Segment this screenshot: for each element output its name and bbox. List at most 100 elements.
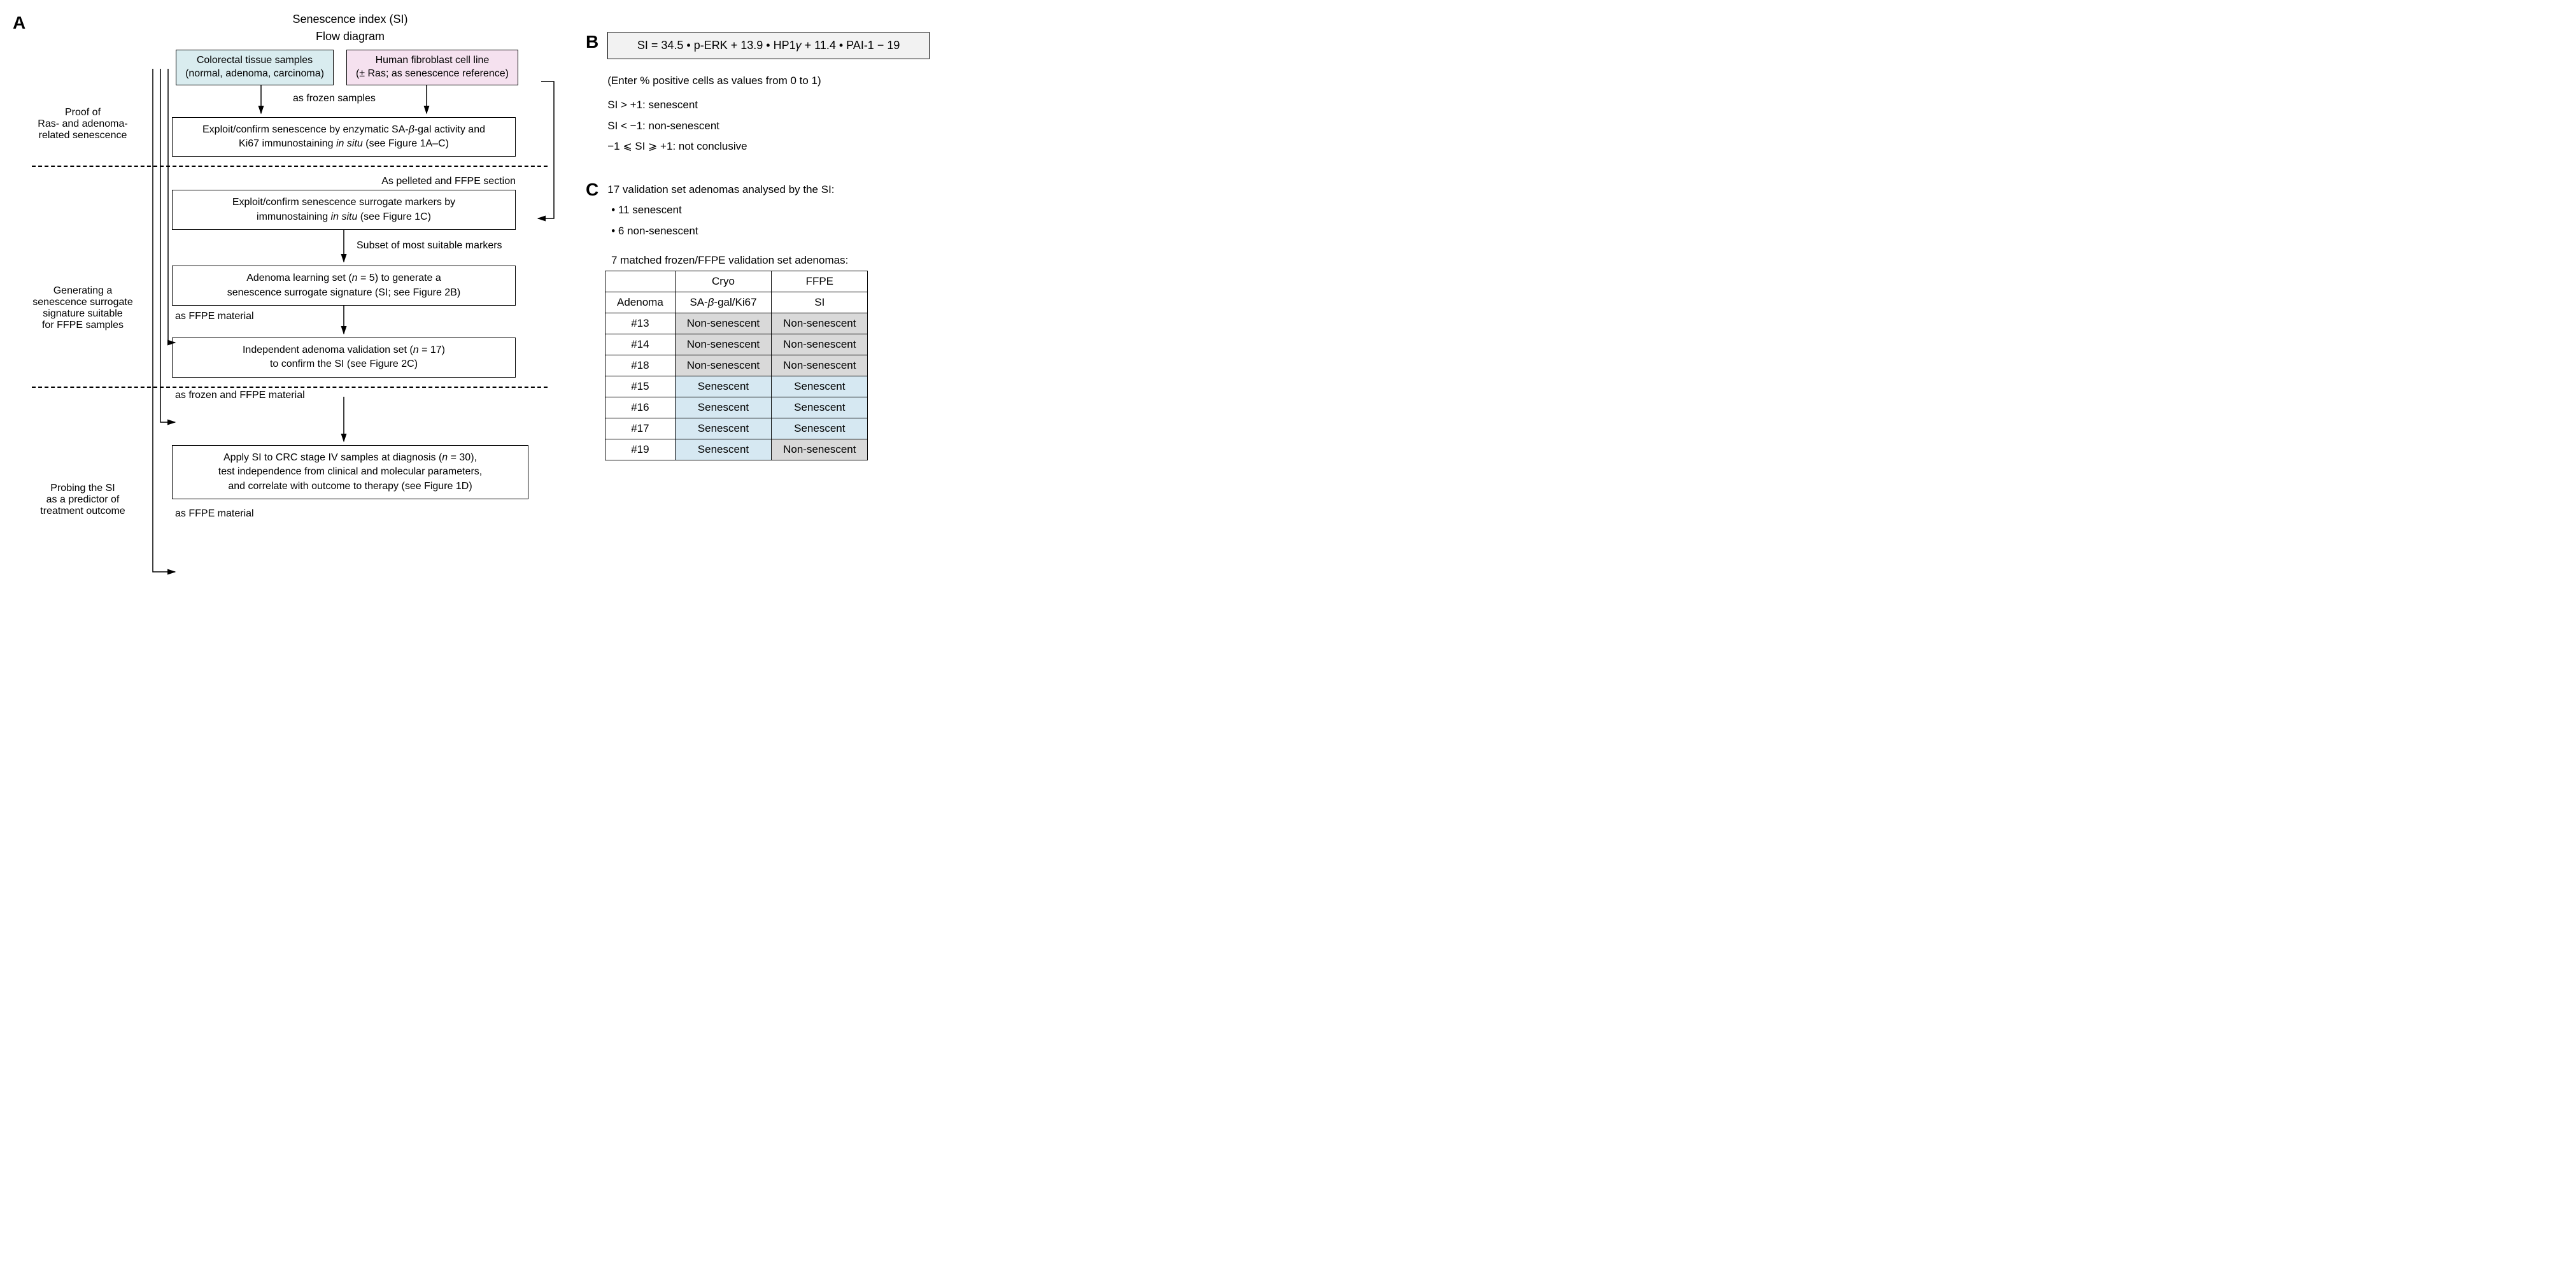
table-row: #17SenescentSenescent [605, 418, 868, 439]
enter-note: (Enter % positive cells as values from 0… [607, 71, 930, 91]
step4-box: Independent adenoma validation set (n = … [172, 338, 516, 378]
step3-l2: senescence surrogate signature (SI; see … [183, 286, 505, 300]
step1-line1: Exploit/confirm senescence by enzymatic … [183, 123, 505, 137]
cell-adenoma-id: #19 [605, 439, 676, 460]
table-row: #13Non-senescentNon-senescent [605, 313, 868, 334]
flow-diagram-title: Flow diagram [153, 30, 548, 43]
cell-ffpe: Non-senescent [772, 334, 868, 355]
panel-b-label: B [586, 32, 598, 52]
side2-l1: Generating a [25, 285, 140, 297]
si-title: Senescence index (SI) [153, 13, 548, 26]
fibroblast-l2: (± Ras; as senescence reference) [356, 68, 509, 81]
side2-l4: for FFPE samples [25, 320, 140, 331]
th-cryo: Cryo [675, 271, 771, 292]
as-pelleted-label: As pelleted and FFPE section [172, 176, 516, 187]
cell-ffpe: Non-senescent [772, 313, 868, 334]
table-row: #15SenescentSenescent [605, 376, 868, 397]
cell-cryo: Senescent [675, 418, 771, 439]
si-formula: SI = 34.5 • p-ERK + 13.9 • HP1γ + 11.4 •… [607, 32, 930, 59]
side-label-probing: Probing the SI as a predictor of treatme… [25, 483, 140, 517]
step5-l1: Apply SI to CRC stage IV samples at diag… [183, 451, 518, 465]
figure-container: A Senescence index (SI) Flow diagram [13, 13, 2563, 499]
step5-box: Apply SI to CRC stage IV samples at diag… [172, 445, 528, 499]
validation-table: Cryo FFPE Adenoma SA-β-gal/Ki67 SI #13No… [605, 271, 868, 460]
panel-a-title: Senescence index (SI) Flow diagram [153, 13, 548, 43]
c-l2: • 11 senescent [611, 200, 834, 220]
cell-ffpe: Non-senescent [772, 355, 868, 376]
as-ffpe2-label: as FFPE material [175, 508, 254, 520]
side3-l1: Probing the SI [25, 483, 140, 494]
cell-adenoma-id: #15 [605, 376, 676, 397]
subset-label: Subset of most suitable markers [357, 240, 502, 252]
panel-a-label: A [13, 13, 25, 33]
rule-senescent: SI > +1: senescent [607, 95, 930, 115]
step4-l2: to confirm the SI (see Figure 2C) [183, 357, 505, 371]
right-route [535, 69, 560, 228]
side2-l2: senescence surrogate [25, 297, 140, 308]
cell-adenoma-id: #17 [605, 418, 676, 439]
cell-cryo: Senescent [675, 376, 771, 397]
cell-ffpe: Senescent [772, 418, 868, 439]
c-l1: 17 validation set adenomas analysed by t… [607, 180, 834, 200]
cell-adenoma-id: #18 [605, 355, 676, 376]
cell-cryo: Senescent [675, 397, 771, 418]
cell-adenoma-id: #13 [605, 313, 676, 334]
colorectal-box: Colorectal tissue samples (normal, adeno… [176, 50, 334, 85]
step2-box: Exploit/confirm senescence surrogate mar… [172, 190, 516, 230]
cell-cryo: Non-senescent [675, 355, 771, 376]
step3-box: Adenoma learning set (n = 5) to generate… [172, 266, 516, 306]
arrow-subset: Subset of most suitable markers [172, 230, 516, 266]
step2-l1: Exploit/confirm senescence surrogate mar… [183, 196, 505, 210]
panel-bc: B SI = 34.5 • p-ERK + 13.9 • HP1γ + 11.4… [586, 13, 930, 460]
validation-table-title: 7 matched frozen/FFPE validation set ade… [611, 254, 930, 267]
rule-inconclusive: −1 ⩽ SI ⩾ +1: not conclusive [607, 136, 930, 157]
side1-l2: Ras- and adenoma- [25, 118, 140, 130]
source-boxes: Colorectal tissue samples (normal, adeno… [146, 50, 548, 85]
panel-b-text: (Enter % positive cells as values from 0… [607, 71, 930, 157]
table-row: #14Non-senescentNon-senescent [605, 334, 868, 355]
th-ffpe: FFPE [772, 271, 868, 292]
fibroblast-box: Human fibroblast cell line (± Ras; as se… [346, 50, 518, 85]
th-sabgal: SA-β-gal/Ki67 [675, 292, 771, 313]
cell-cryo: Senescent [675, 439, 771, 460]
th-empty [605, 271, 676, 292]
side-label-generating: Generating a senescence surrogate signat… [25, 285, 140, 331]
table-subheader-row: Adenoma SA-β-gal/Ki67 SI [605, 292, 868, 313]
side-label-proof: Proof of Ras- and adenoma- related senes… [25, 107, 140, 141]
panel-a: A Senescence index (SI) Flow diagram [13, 13, 548, 499]
arrow-3-4 [172, 306, 516, 338]
side3-l2: as a predictor of [25, 494, 140, 506]
cell-cryo: Non-senescent [675, 334, 771, 355]
side1-l3: related senescence [25, 130, 140, 141]
table-row: #18Non-senescentNon-senescent [605, 355, 868, 376]
table-row: #16SenescentSenescent [605, 397, 868, 418]
step4-l1: Independent adenoma validation set (n = … [183, 343, 505, 357]
colorectal-l2: (normal, adenoma, carcinoma) [185, 68, 324, 81]
table-row: #19SenescentNon-senescent [605, 439, 868, 460]
th-adenoma: Adenoma [605, 292, 676, 313]
cell-ffpe: Senescent [772, 397, 868, 418]
cell-adenoma-id: #16 [605, 397, 676, 418]
dash-2 [32, 387, 548, 388]
step5-l2: test independence from clinical and mole… [183, 465, 518, 479]
step1-line2: Ki67 immunostaining in situ (see Figure … [183, 137, 505, 151]
side1-l1: Proof of [25, 107, 140, 118]
step2-l2: immunostaining in situ (see Figure 1C) [183, 210, 505, 224]
cell-cryo: Non-senescent [675, 313, 771, 334]
side2-l3: signature suitable [25, 308, 140, 320]
step5-l3: and correlate with outcome to therapy (s… [183, 480, 518, 494]
flow-area: Colorectal tissue samples (normal, adeno… [32, 50, 548, 499]
arrow-4-5 [172, 397, 516, 445]
side3-l3: treatment outcome [25, 506, 140, 517]
step1-box: Exploit/confirm senescence by enzymatic … [172, 117, 516, 157]
cell-ffpe: Non-senescent [772, 439, 868, 460]
panel-c-label: C [586, 180, 598, 200]
cell-adenoma-id: #14 [605, 334, 676, 355]
table-header-row: Cryo FFPE [605, 271, 868, 292]
fibroblast-l1: Human fibroblast cell line [356, 54, 509, 68]
c-l3: • 6 non-senescent [611, 221, 834, 241]
arrow-row-1: as frozen samples [172, 85, 516, 117]
rule-nonsenescent: SI < −1: non-senescent [607, 116, 930, 136]
dash-1 [32, 166, 548, 167]
colorectal-l1: Colorectal tissue samples [185, 54, 324, 68]
